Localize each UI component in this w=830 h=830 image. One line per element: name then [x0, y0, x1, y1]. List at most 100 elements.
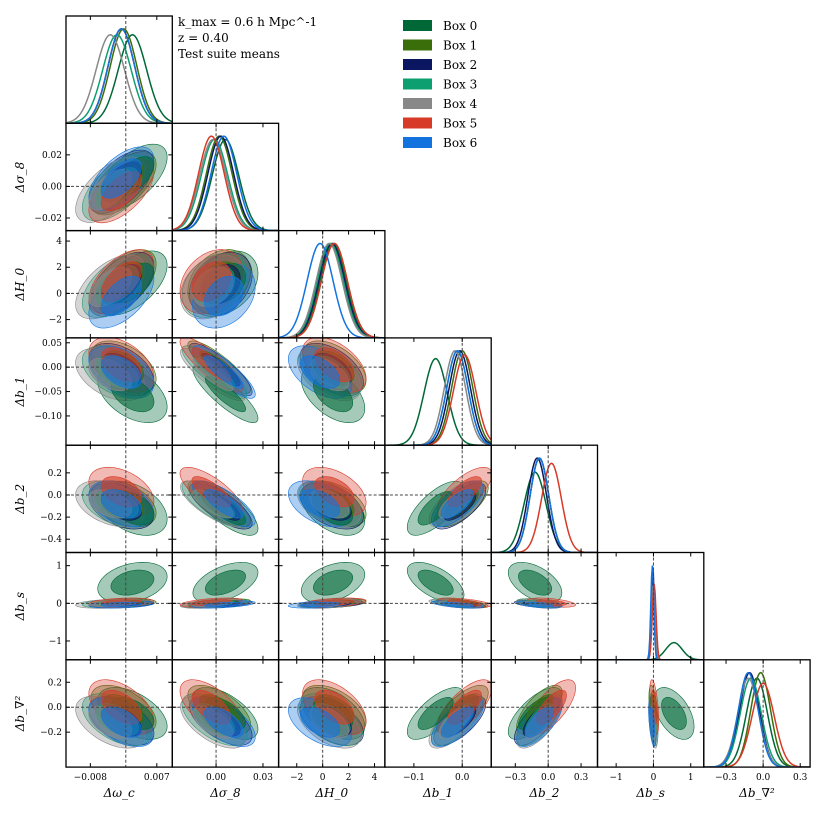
x-tick-label: 0.3: [574, 773, 589, 783]
marginal-bnabla2-box-3: [703, 677, 811, 768]
contour-68-box-0: [417, 569, 454, 596]
marginal-b1-box-1: [384, 350, 492, 446]
marginal-H0-box-6: [278, 242, 385, 338]
panel-bs-H0: [277, 551, 386, 661]
contour-68-box-0: [204, 375, 246, 413]
panel-b1-b1: [384, 337, 492, 446]
contour-68-box-6: [440, 489, 474, 519]
marginal-omega_c-box-5: [66, 28, 173, 124]
y-tick-label: 0.0: [48, 491, 63, 501]
x-tick-label: 0.00: [206, 773, 226, 783]
contour-68-box-6: [300, 489, 341, 519]
panel-sigma8-omega_c: −0.02 0.00 0.02: [34, 122, 173, 232]
contour-68-box-0: [313, 569, 354, 596]
legend-swatch-box-4: [403, 98, 432, 109]
contour-68-box-6: [204, 275, 244, 317]
panel-bnabla2-H0: −2 0 2 4: [277, 659, 386, 783]
y-tick-label: 0: [56, 599, 62, 609]
marginal-b1-box-2: [384, 350, 492, 446]
y-axis-label-b2: Δb_2: [13, 484, 27, 515]
y-tick-label: 0.00: [42, 182, 62, 192]
contour-68-box-6: [100, 706, 142, 738]
x-tick-label: 0.3: [793, 773, 808, 783]
y-axis-label-bnabla2: Δb_∇²: [13, 695, 27, 732]
marginal-omega_c-box-3: [66, 34, 173, 124]
x-tick-label: 0: [320, 773, 326, 783]
x-tick-label: 1: [688, 773, 694, 783]
panel-b1-omega_c: 0.05 0.00 −0.05 −0.10: [34, 337, 173, 446]
marginal-b1-box-5: [384, 354, 492, 446]
x-tick-label: 2: [346, 773, 352, 783]
y-axis-label-b1: Δb_1: [13, 377, 27, 408]
panel-b1-H0: [277, 337, 386, 446]
marginal-bnabla2-box-2: [703, 671, 811, 768]
y-tick-label: 0.00: [42, 363, 62, 373]
x-tick-label: 0.03: [253, 773, 273, 783]
marginal-bnabla2-box-5: [703, 682, 811, 768]
legend-swatch-box-5: [403, 117, 432, 129]
x-axis-label-b1: Δb_1: [422, 786, 453, 800]
legend: Box 0 Box 1 Box 2 Box 3 Box 4 Box 5 Box 6: [403, 19, 478, 150]
annotation-line-1: k_max = 0.6 h Mpc^-1: [178, 15, 317, 29]
x-axis-label-bnabla2: Δb_∇²: [738, 786, 775, 800]
marginal-sigma8-box-6: [172, 135, 279, 231]
legend-label-box-4: Box 4: [443, 97, 478, 111]
x-tick-label: 0.0: [756, 773, 771, 783]
marginal-bnabla2-box-6: [703, 671, 811, 768]
contour-68-box-0: [204, 569, 246, 596]
panel-bnabla2-b2: −0.3 0.0 0.3: [490, 659, 599, 783]
panel-omega_c-omega_c: [65, 15, 173, 124]
x-axis-label-bs: Δb_s: [635, 786, 665, 800]
marginal-omega_c-box-1: [66, 28, 173, 124]
y-tick-label: 4: [56, 237, 62, 247]
panel-b2-H0: [277, 444, 386, 554]
x-tick-label: 0.0: [455, 773, 470, 783]
y-axis-label-H0: ΔH_0: [13, 268, 27, 302]
panel-H0-sigma8: [171, 229, 280, 339]
contour-68-box-6: [100, 275, 142, 317]
panel-H0-omega_c: −2 0 2 4: [49, 229, 173, 339]
y-tick-label: 0.2: [48, 678, 62, 688]
x-axis-label-sigma8: Δσ_8: [209, 786, 241, 800]
x-axis-label-H0: ΔH_0: [314, 786, 348, 800]
panel-bnabla2-bnabla2: −0.3 0.0 0.3: [703, 659, 811, 783]
panel-H0-H0: [277, 229, 386, 339]
legend-label-box-2: Box 2: [443, 58, 477, 72]
x-tick-label: −0.1: [403, 773, 425, 783]
y-tick-label: 0.02: [42, 151, 62, 161]
panel-bs-sigma8: [171, 551, 280, 661]
panel-bs-bs: [596, 551, 705, 661]
panel-b1-sigma8: [171, 337, 280, 446]
legend-swatch-box-1: [403, 39, 432, 51]
panel-b2-sigma8: [171, 444, 280, 554]
legend-label-box-3: Box 3: [443, 78, 477, 92]
y-tick-label: −0.4: [40, 535, 62, 545]
contour-68-box-6: [100, 355, 142, 389]
panel-bs-b1: [384, 551, 492, 661]
y-tick-label: −0.02: [34, 214, 62, 224]
y-tick-label: −1: [49, 637, 62, 647]
x-axis-label-b2: Δb_2: [528, 786, 559, 800]
contour-68-box-0: [661, 697, 687, 730]
legend-swatch-box-2: [403, 59, 432, 70]
marginal-omega_c-box-2: [66, 28, 173, 124]
x-axis-label-omega_c: Δω_c: [103, 786, 135, 800]
x-tick-label: −2: [290, 773, 303, 783]
y-tick-label: 0.2: [48, 469, 62, 479]
x-tick-label: −0.008: [74, 773, 108, 783]
marginal-b1-box-4: [384, 349, 492, 446]
annotation-line-2: z = 0.40: [178, 31, 229, 45]
panel-b2-b1: [384, 444, 492, 554]
x-tick-label: −0.3: [715, 773, 737, 783]
marginal-omega_c-box-4: [66, 34, 173, 124]
y-tick-label: −0.10: [34, 412, 62, 422]
panel-b2-omega_c: 0.2 0.0 −0.2 −0.4: [40, 444, 173, 554]
y-tick-label: −0.05: [34, 388, 62, 398]
contour-68-box-0: [110, 569, 155, 596]
contour-68-box-6: [300, 355, 341, 389]
panel-bnabla2-bs: −1 0 1: [596, 659, 705, 783]
legend-swatch-box-0: [403, 20, 432, 31]
contour-68-box-6: [204, 489, 244, 519]
contour-68-box-6: [204, 706, 244, 738]
